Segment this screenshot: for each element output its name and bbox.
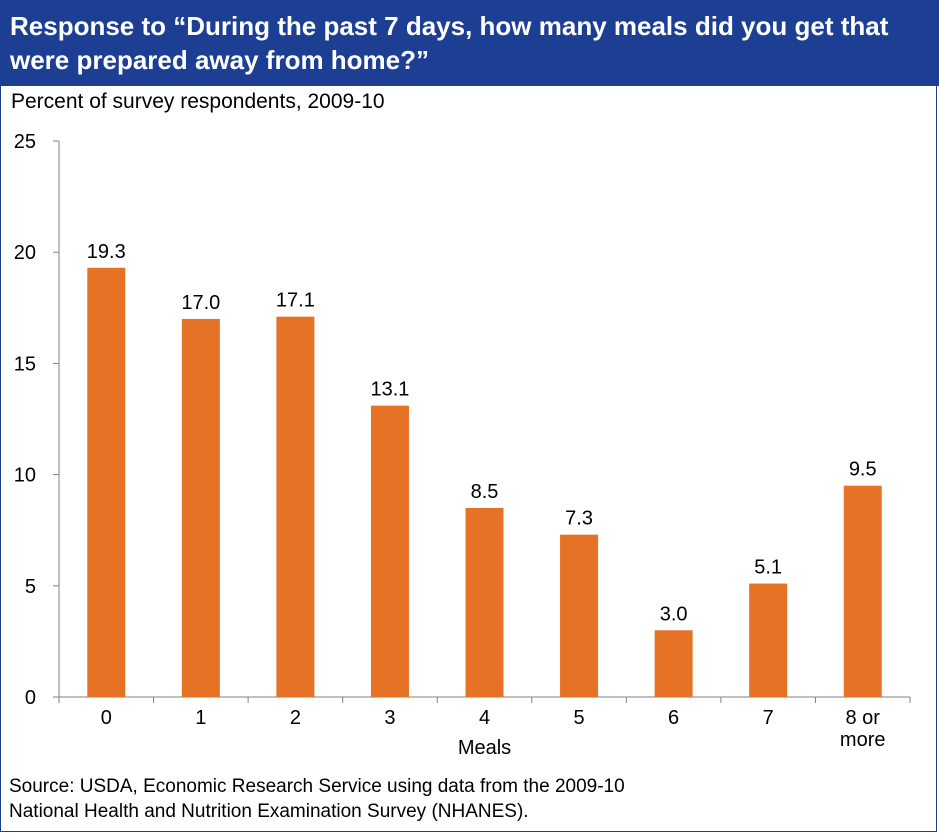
data-label: 13.1: [370, 379, 409, 401]
y-axis-label: Percent of survey respondents, 2009-10: [11, 90, 385, 113]
data-label: 8.5: [471, 481, 499, 503]
x-tick-label: 6: [668, 707, 679, 729]
source-line-1: Source: USDA, Economic Research Service …: [9, 776, 625, 797]
bar: [749, 583, 788, 697]
x-tick-label: 0: [101, 707, 112, 729]
y-tick-label: 0: [25, 687, 36, 709]
chart-title: Response to “During the past 7 days, how…: [10, 11, 889, 75]
y-tick-label: 10: [14, 465, 36, 487]
x-axis-label: Meals: [458, 737, 511, 759]
bar: [654, 630, 693, 697]
bar: [560, 534, 599, 697]
x-tick-label: 7: [763, 707, 774, 729]
data-label: 17.0: [181, 292, 220, 314]
bar: [276, 316, 315, 697]
bar: [370, 405, 409, 697]
x-tick-label: 8 or more: [840, 707, 886, 751]
bar: [843, 485, 882, 697]
y-tick-label: 15: [14, 353, 36, 375]
y-tick-label: 20: [14, 242, 36, 264]
data-label: 9.5: [849, 459, 877, 481]
x-tick-label: 2: [290, 707, 301, 729]
data-label: 3.0: [660, 603, 688, 625]
chart-header: Response to “During the past 7 days, how…: [0, 0, 939, 86]
bar: [465, 507, 504, 697]
x-tick-label: 5: [573, 707, 584, 729]
data-label: 17.1: [276, 290, 315, 312]
data-label: 19.3: [87, 241, 126, 263]
x-tick-label: 4: [479, 707, 490, 729]
y-tick-label: 5: [25, 576, 36, 598]
y-tick-label: 25: [14, 131, 36, 153]
data-label: 5.1: [754, 557, 782, 579]
source-note: Source: USDA, Economic Research Service …: [9, 774, 625, 824]
x-tick-label: 3: [384, 707, 395, 729]
x-tick-label: 1: [195, 707, 206, 729]
bar: [181, 318, 220, 697]
source-line-2: National Health and Nutrition Examinatio…: [9, 801, 529, 822]
data-label: 7.3: [565, 508, 593, 530]
bar: [87, 267, 126, 697]
